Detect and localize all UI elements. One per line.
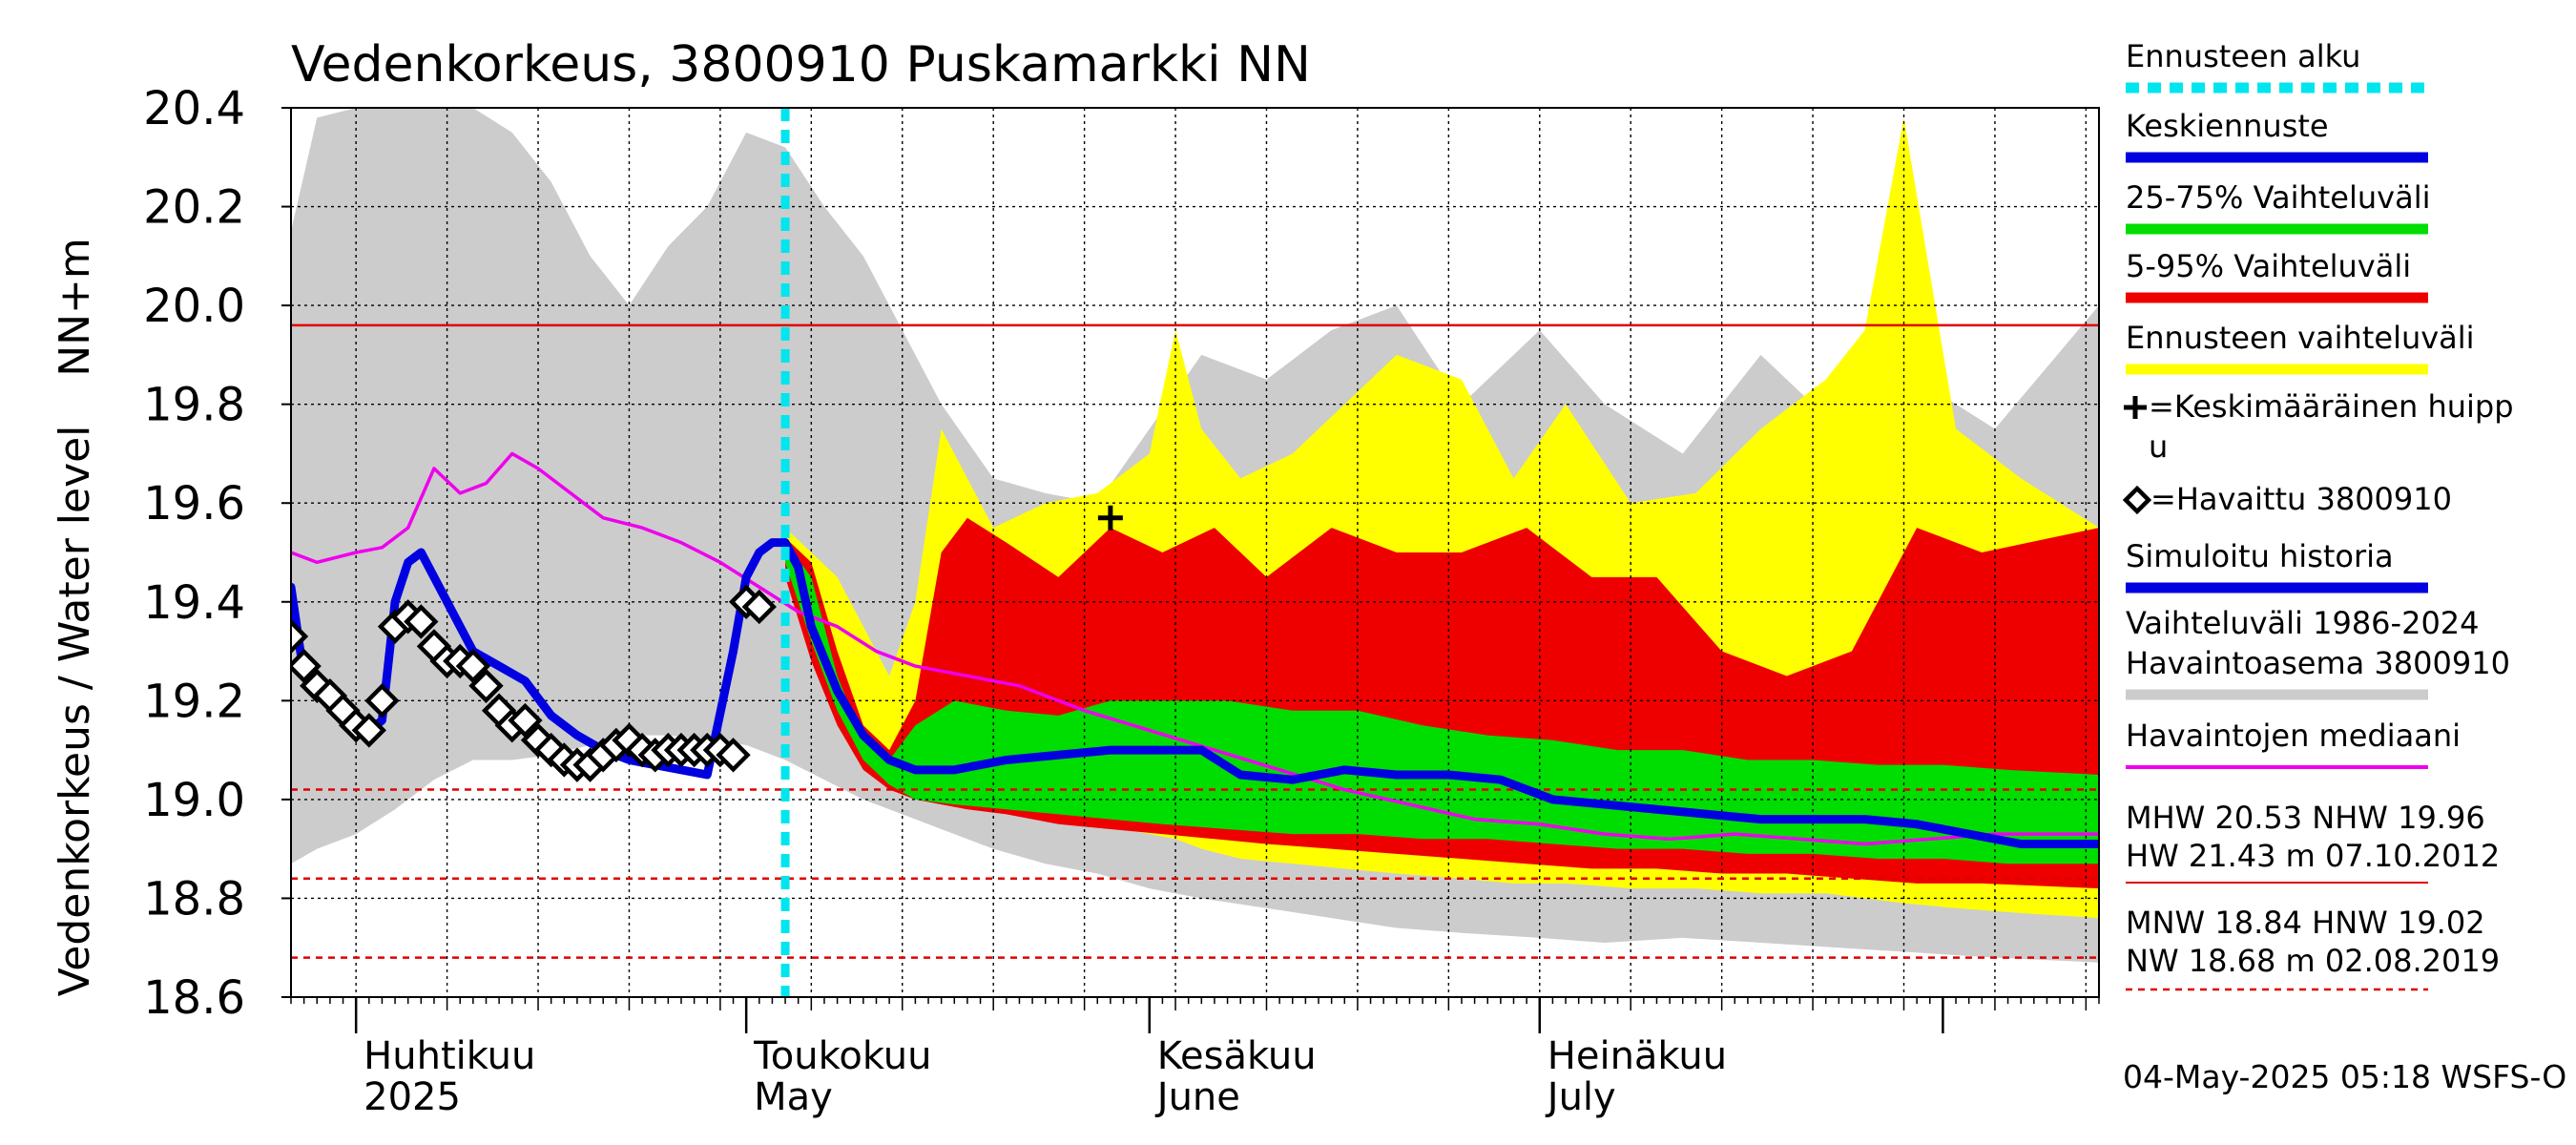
legend-item-havaintojen-mediaani: Havaintojen mediaani: [2126, 718, 2461, 769]
legend-item-simuloitu-historia: Simuloitu historia: [2126, 538, 2428, 593]
legend-label: =Havaittu 3800910: [2150, 481, 2452, 517]
stats-line-3: MNW 18.84 HNW 19.02: [2126, 905, 2485, 941]
legend-label: 5-95% Vaihteluväli: [2126, 248, 2411, 284]
x-month-sublabel: July: [1545, 1075, 1616, 1119]
observed-point: [716, 738, 751, 773]
y-axis-unit: NN+m: [51, 238, 99, 377]
y-tick-label: 19.2: [143, 675, 245, 728]
observed-point: [404, 604, 439, 639]
legend-label: Vaihteluväli 1986-2024: [2126, 605, 2480, 641]
x-month-label: Toukokuu: [753, 1034, 931, 1078]
legend-item-25-75-vaihteluv-li: 25-75% Vaihteluväli: [2126, 179, 2430, 235]
y-tick-label: 18.6: [143, 971, 245, 1025]
y-tick-label: 19.8: [143, 379, 245, 432]
observed-point: [508, 702, 543, 739]
plot-frame: [290, 107, 2100, 998]
observed-point: [364, 683, 400, 718]
x-month-label: Huhtikuu: [364, 1034, 535, 1078]
observed-point: [291, 648, 322, 684]
legend-label: Havaintojen mediaani: [2126, 718, 2461, 754]
x-month-label: Kesäkuu: [1157, 1034, 1317, 1078]
observation-markers: [291, 505, 1123, 782]
mean-peak-marker: [1097, 505, 1123, 531]
line-havaintojen-mediaani: [291, 451, 2099, 846]
observed-point: [351, 713, 386, 748]
legend-label-cont: u: [2149, 428, 2168, 465]
x-month-sublabel: 2025: [364, 1075, 461, 1119]
line-keskiennuste: [780, 538, 2099, 848]
y-tick-label: 20.0: [143, 280, 245, 333]
y-tick-label: 18.8: [143, 872, 245, 926]
y-tick-label: 20.2: [143, 181, 245, 235]
timestamp-footer: 04-May-2025 05:18 WSFS-O: [2123, 1058, 2566, 1095]
stats-line-4: NW 18.68 m 02.08.2019: [2126, 943, 2500, 979]
legend-label-cont: Havaintoasema 3800910: [2126, 645, 2510, 681]
stats-line-2: HW 21.43 m 07.10.2012: [2126, 838, 2500, 874]
x-month-label: Heinäkuu: [1548, 1034, 1727, 1078]
legend-label: 25-75% Vaihteluväli: [2126, 179, 2430, 216]
y-tick-label: 19.0: [143, 774, 245, 827]
observed-point: [291, 618, 309, 655]
legend-item-vaihteluv-li-1986-2024: Vaihteluväli 1986-2024 Havaintoasema 380…: [2126, 605, 2510, 700]
reference-lines: [291, 323, 2099, 959]
legend-label: Ennusteen vaihteluväli: [2126, 320, 2475, 356]
observed-point: [468, 668, 504, 703]
y-axis-label: Vedenkorkeus / Water level: [51, 426, 99, 997]
legend-label: Simuloitu historia: [2126, 538, 2394, 574]
legend-label: Keskiennuste: [2126, 108, 2329, 144]
observed-point: [741, 589, 777, 625]
y-tick-label: 19.4: [143, 576, 245, 630]
y-tick-label: 19.6: [143, 477, 245, 531]
observed-point: [455, 648, 491, 684]
legend-item-havaittu-3800910: =Havaittu 3800910: [2122, 481, 2452, 517]
legend-item-keskiennuste: Keskiennuste: [2126, 108, 2428, 163]
stats-line-1: MHW 20.53 NHW 19.96: [2126, 800, 2485, 836]
legend-item-5-95-vaihteluv-li: 5-95% Vaihteluväli: [2126, 248, 2428, 303]
legend-label: Ennusteen alku: [2126, 38, 2360, 74]
axes: 20.4 20.2 20.0 19.8 19.6 19.4 19.2 19.0 18.8 18.6…: [143, 82, 2100, 1119]
legend-label: =Keskimääräinen huipp: [2149, 388, 2514, 425]
legend: Ennusteen alku Keskiennuste 25-75% Vaihtel…: [2122, 38, 2514, 769]
statistics-block: MHW 20.53 NHW 19.96 HW 21.43 m 07.10.201…: [2126, 800, 2500, 991]
x-month-sublabel: May: [754, 1075, 833, 1119]
legend-item-ennusteen-alku: Ennusteen alku: [2126, 38, 2428, 94]
chart-title: Vedenkorkeus, 3800910 Puskamarkki NN: [291, 36, 1311, 94]
x-month-sublabel: June: [1154, 1075, 1240, 1119]
y-tick-label: 20.4: [143, 82, 245, 135]
band-25-75-vaihteluv-li: [785, 542, 2099, 864]
legend-item-ennusteen-vaihteluv-li: Ennusteen vaihteluväli: [2126, 320, 2475, 375]
